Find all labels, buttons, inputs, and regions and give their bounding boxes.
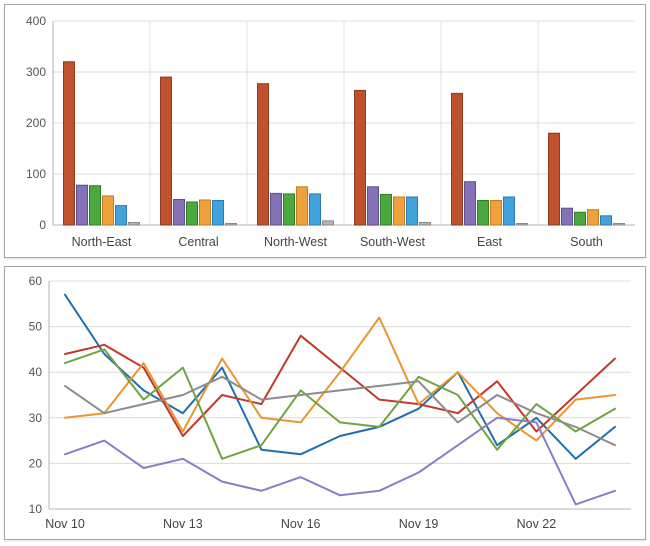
bar-series-gray	[322, 220, 334, 226]
bar-series-green	[89, 185, 101, 226]
bar-series-blue	[212, 200, 224, 226]
x-tick-label: Nov 16	[281, 517, 321, 531]
line-series-orange	[64, 316, 616, 442]
bar-series-green	[380, 193, 392, 226]
x-category-label: North-West	[264, 235, 328, 249]
bar-series-green	[574, 211, 586, 226]
x-tick-label: Nov 13	[163, 517, 203, 531]
y-tick-label: 400	[26, 14, 46, 28]
bar-series-gray	[516, 223, 528, 226]
x-category-label: East	[477, 235, 503, 249]
y-tick-label: 20	[29, 456, 43, 470]
line-chart: 10 20 30 40 50 60 Nov 10 Nov 13 Nov 16 Nov 19 Nov …	[29, 274, 631, 531]
bar-series-blue	[600, 215, 612, 226]
bar-series-orange	[199, 199, 211, 226]
bar-series-orange	[102, 195, 114, 226]
bar-chart: 0 100 200 300 400 North-East Central North-West…	[26, 14, 635, 249]
line-series-purple	[64, 416, 616, 506]
line-series-gray	[64, 375, 616, 447]
bar-series-red	[160, 76, 172, 226]
y-tick-label: 10	[29, 502, 43, 516]
x-category-label: South	[570, 235, 603, 249]
bar-series-gray	[419, 222, 431, 226]
x-tick-label: Nov 22	[517, 517, 557, 531]
bar-series-green	[477, 200, 489, 226]
line-series-blue	[64, 293, 616, 460]
bar-series-red	[548, 132, 560, 226]
bar-series-purple	[173, 199, 185, 226]
x-category-label: Central	[178, 235, 218, 249]
bar-series-blue	[309, 193, 321, 226]
y-tick-label: 50	[29, 320, 43, 334]
y-tick-label: 300	[26, 65, 46, 79]
x-category-label: South-West	[360, 235, 426, 249]
bar-series-purple	[76, 184, 88, 226]
bar-series-purple	[367, 186, 379, 226]
bar-series-purple	[561, 207, 573, 226]
bar-series-blue	[503, 196, 515, 226]
bar-series-orange	[393, 196, 405, 226]
y-tick-label: 60	[29, 274, 43, 288]
bar-series-orange	[296, 186, 308, 226]
bar-series-green	[283, 193, 295, 226]
y-tick-label: 0	[39, 218, 46, 232]
line-series-red	[64, 334, 616, 437]
y-tick-label: 100	[26, 167, 46, 181]
y-tick-label: 40	[29, 365, 43, 379]
bar-series-purple	[464, 181, 476, 226]
bar-series-red	[257, 83, 269, 226]
bar-series-red	[63, 61, 75, 226]
x-tick-label: Nov 10	[45, 517, 85, 531]
line-chart-panel: 10 20 30 40 50 60 Nov 10 Nov 13 Nov 16 Nov 19 Nov …	[4, 266, 646, 540]
y-tick-label: 30	[29, 411, 43, 425]
bar-series-orange	[490, 200, 502, 226]
bar-series-blue	[115, 205, 127, 226]
bar-series-green	[186, 201, 198, 226]
bar-series-gray	[613, 223, 625, 226]
bar-series-red	[354, 89, 366, 226]
y-tick-label: 200	[26, 116, 46, 130]
bar-series-red	[451, 92, 463, 226]
bar-series-gray	[128, 222, 140, 226]
bar-series-orange	[587, 209, 599, 226]
bar-series-blue	[406, 196, 418, 226]
line-series-green	[64, 348, 616, 460]
x-tick-label: Nov 19	[399, 517, 439, 531]
bar-series-purple	[270, 192, 282, 226]
x-category-label: North-East	[72, 235, 132, 249]
bar-chart-panel: 0 100 200 300 400 North-East Central North-West…	[4, 4, 646, 258]
bar-series-gray	[225, 223, 237, 226]
